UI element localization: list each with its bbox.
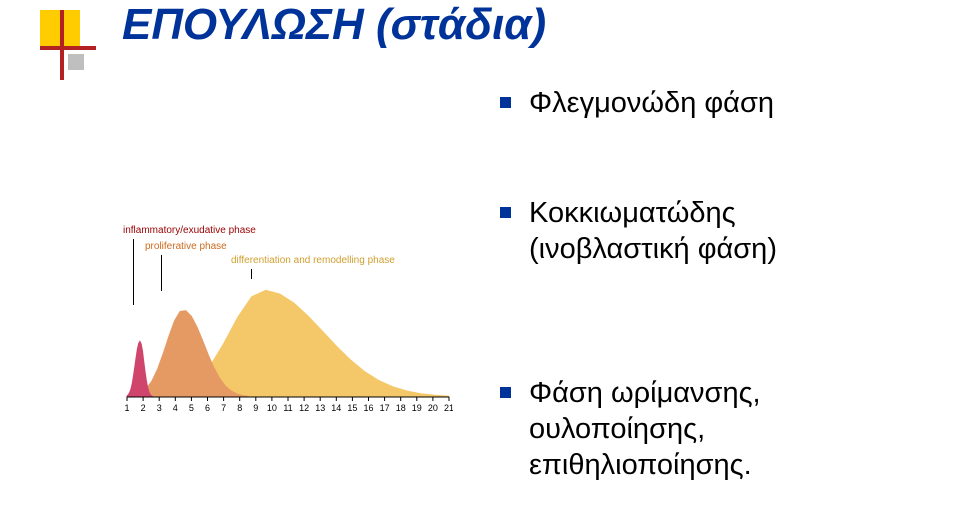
bullet-text-line: Φάση ωρίμανσης, [529,377,761,409]
bullet-marker-icon [500,207,511,218]
phases-chart: 123456789101112131415161718192021 inflam… [123,225,453,415]
svg-text:11: 11 [283,403,292,413]
title-bullet-ornament [40,10,100,80]
svg-text:15: 15 [347,403,357,413]
bullet-phase-granulation: Κοκκιωματώδης (ινοβλαστική φάση) [500,195,777,267]
svg-text:9: 9 [253,403,258,413]
label-inflammatory: inflammatory/exudative phase [123,225,256,236]
svg-text:3: 3 [157,403,162,413]
svg-text:4: 4 [173,403,178,413]
bullet-marker-icon [500,97,511,108]
svg-text:16: 16 [363,403,373,413]
bullet-phase-maturation: Φάση ωρίμανσης, ουλοποίησης, επιθηλιοποί… [500,375,761,483]
bullet-text-line: (ινοβλαστική φάση) [529,233,777,265]
svg-text:6: 6 [205,403,210,413]
svg-text:14: 14 [331,403,341,413]
svg-text:20: 20 [428,403,438,413]
bullet-text-line: ουλοποίησης, [529,413,705,445]
svg-text:1: 1 [124,403,129,413]
svg-text:17: 17 [380,403,390,413]
svg-text:13: 13 [315,403,325,413]
svg-text:18: 18 [396,403,406,413]
label-remodelling: differentiation and remodelling phase [231,255,395,266]
svg-text:19: 19 [412,403,422,413]
svg-text:7: 7 [221,403,226,413]
svg-text:2: 2 [141,403,146,413]
bullet-marker-icon [500,387,511,398]
bullet-phase-inflammatory: Φλεγμονώδη φάση [500,85,774,121]
bullet-text-line: επιθηλιοποίησης. [529,449,752,481]
svg-text:8: 8 [237,403,242,413]
svg-text:5: 5 [189,403,194,413]
bullet-text: Φάση ωρίμανσης, ουλοποίησης, επιθηλιοποί… [529,375,761,483]
label-proliferative: proliferative phase [145,241,227,252]
bullet-text: Φλεγμονώδη φάση [529,85,774,121]
slide-title: ΕΠΟΥΛΩΣΗ (στάδια) [122,0,546,50]
svg-text:21: 21 [444,403,453,413]
bullet-text: Κοκκιωματώδης (ινοβλαστική φάση) [529,195,777,267]
svg-text:12: 12 [299,403,309,413]
svg-text:10: 10 [267,403,277,413]
phases-chart-svg: 123456789101112131415161718192021 [123,275,453,415]
bullet-text-line: Κοκκιωματώδης [529,197,736,229]
